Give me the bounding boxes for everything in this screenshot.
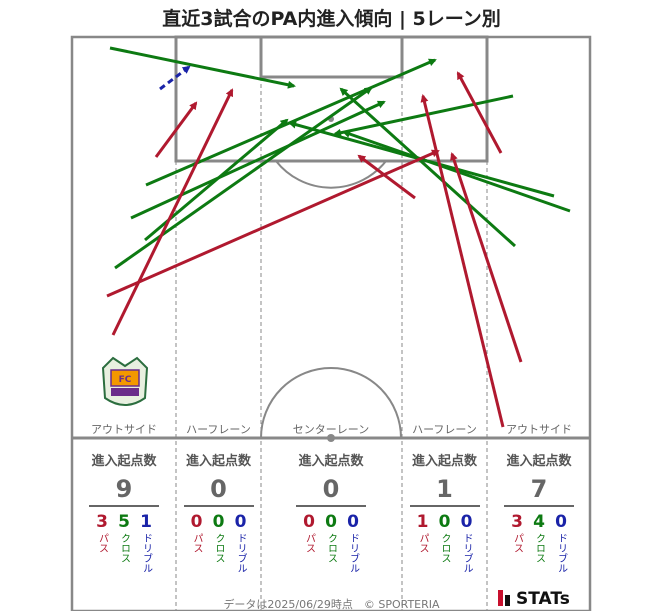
cross-count: 4	[533, 512, 545, 532]
stat-title: 進入起点数	[411, 454, 477, 469]
dribble-label: ドリブル	[555, 533, 567, 573]
pass-arrow	[357, 154, 416, 200]
cross-count: 5	[118, 512, 130, 532]
footer-note: データは2025/06/29時点 © SPORTERIA	[223, 598, 440, 611]
dribble-count: 0	[234, 512, 247, 532]
cross-label: クロス	[213, 533, 224, 563]
lane-label-left-half: ハーフレーン	[186, 423, 251, 436]
pass-arrow	[450, 152, 523, 363]
centre-spot	[327, 434, 335, 442]
cross-arrow	[109, 46, 296, 89]
centre-circle	[260, 367, 402, 439]
dribble-label: ドリブル	[347, 533, 359, 573]
stat-divider	[409, 505, 480, 507]
pass-label: パス	[96, 533, 108, 553]
cross-label: クロス	[118, 533, 130, 563]
entry-arrows	[106, 46, 571, 428]
page-title: 直近3試合のPA内進入傾向 | 5レーン別	[162, 8, 501, 30]
stat-title: 進入起点数	[506, 454, 572, 469]
stat-total: 7	[530, 475, 548, 503]
stat-divider	[504, 505, 574, 507]
dribble-label: ドリブル	[461, 533, 472, 573]
pass-count: 0	[190, 512, 203, 532]
cross-label: クロス	[325, 533, 337, 563]
ehime-fc-crest-icon: FC	[101, 356, 149, 406]
stat-divider	[89, 505, 159, 507]
pass-arrow	[420, 94, 505, 428]
pass-arrow	[106, 149, 440, 298]
penalty-area	[174, 35, 489, 163]
brand-text: STATs	[516, 589, 570, 609]
dribble-label: ドリブル	[140, 533, 152, 573]
pass-label: パス	[191, 533, 202, 553]
dribble-label: ドリブル	[235, 533, 246, 573]
lane-stats-center: 進入起点数 0 0 パス 0 クロス 0 ドリブル	[266, 450, 396, 573]
pass-arrow	[456, 71, 503, 154]
dribble-arrow	[159, 65, 191, 91]
pass-count: 1	[416, 512, 429, 532]
cross-arrow	[333, 94, 514, 137]
pass-arrow	[154, 101, 198, 158]
stat-total: 1	[436, 475, 453, 503]
brand-logo: STATs	[498, 589, 570, 609]
svg-text:FC: FC	[119, 375, 132, 385]
cross-label: クロス	[533, 533, 545, 563]
pass-count: 3	[96, 512, 108, 532]
stat-title: 進入起点数	[298, 454, 364, 469]
pass-arrow	[111, 88, 234, 336]
cross-arrow	[339, 87, 517, 248]
dribble-count: 0	[347, 512, 359, 532]
stat-title: 進入起点数	[91, 454, 157, 469]
cross-count: 0	[438, 512, 451, 532]
cross-arrow	[130, 100, 386, 220]
stat-total: 0	[210, 475, 227, 503]
stat-title: 進入起点数	[185, 454, 251, 469]
lane-stats-left-half: 進入起点数 0 0 パス 0 クロス 0 ドリブル	[176, 450, 261, 573]
pass-label: パス	[511, 533, 523, 553]
lane-stats-right-outside: 進入起点数 7 3 パス 4 クロス 0 ドリブル	[489, 450, 589, 573]
goal-area	[259, 35, 404, 79]
stat-total: 0	[322, 475, 340, 503]
dribble-count: 0	[555, 512, 567, 532]
penalty-arc	[275, 160, 387, 189]
pass-label: パス	[417, 533, 428, 553]
lane-stats-right-half: 進入起点数 1 1 パス 0 クロス 0 ドリブル	[402, 450, 487, 573]
lane-label-right-outside: アウトサイド	[506, 423, 572, 436]
cross-count: 0	[325, 512, 337, 532]
dribble-count: 1	[140, 512, 152, 532]
lane-stats-left-outside: 進入起点数 9 3 パス 5 クロス 1 ドリブル	[74, 450, 174, 573]
stat-divider	[183, 505, 254, 507]
stat-total: 9	[115, 475, 133, 503]
cross-arrow	[114, 86, 373, 270]
stat-divider	[296, 505, 366, 507]
stats-logo-icon	[498, 590, 510, 606]
pass-count: 0	[303, 512, 315, 532]
lane-label-right-half: ハーフレーン	[412, 423, 477, 436]
lane-label-left-outside: アウトサイド	[91, 423, 157, 436]
lane-label-center: センターレーン	[292, 423, 370, 436]
cross-label: クロス	[439, 533, 450, 563]
cross-count: 0	[212, 512, 225, 532]
pass-count: 3	[511, 512, 523, 532]
pass-label: パス	[303, 533, 315, 553]
dribble-count: 0	[460, 512, 473, 532]
